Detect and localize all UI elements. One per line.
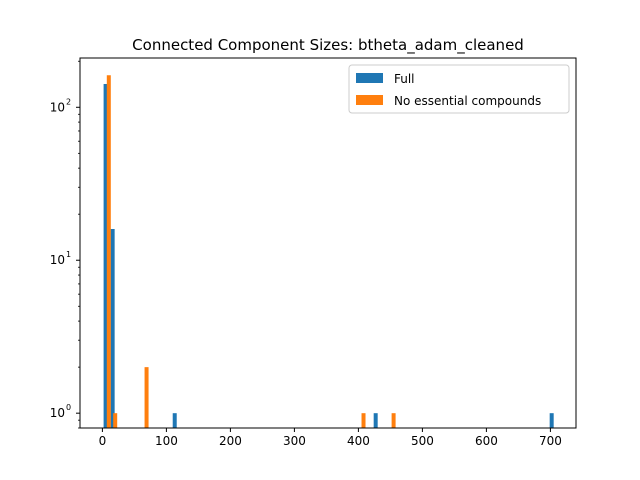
plot-frame — [79, 57, 577, 429]
bar-series0-4 — [549, 413, 554, 428]
legend-swatch — [356, 73, 383, 83]
bar-series1-1 — [113, 413, 118, 428]
bar-series0-2 — [172, 413, 177, 428]
legend-box — [348, 64, 570, 114]
y-tick-exponent: 1 — [66, 250, 71, 259]
x-tick-label: 300 — [283, 434, 306, 448]
y-tick-exponent: 2 — [66, 97, 71, 106]
bar-series1-4 — [391, 413, 396, 428]
bar-series1-2 — [144, 367, 149, 428]
y-tick-exponent: 0 — [66, 403, 71, 412]
bar-series0-1 — [110, 229, 115, 428]
x-tick-label: 400 — [347, 434, 370, 448]
y-tick-label: 10 — [50, 100, 65, 114]
bars-group — [103, 75, 554, 429]
x-tick-label: 0 — [99, 434, 107, 448]
x-tick-label: 500 — [411, 434, 434, 448]
y-tick-label: 10 — [50, 406, 65, 420]
y-tick-label: 10 — [50, 253, 65, 267]
x-axis: 0 100 200 300 400 500 600 700 — [99, 428, 562, 448]
x-tick-label: 100 — [155, 434, 178, 448]
bar-series0-3 — [373, 413, 378, 428]
legend-swatch — [356, 95, 383, 105]
x-tick-label: 600 — [475, 434, 498, 448]
bar-series1-0 — [106, 75, 111, 429]
legend-label: Full — [394, 72, 415, 86]
chart-title: Connected Component Sizes: btheta_adam_c… — [132, 36, 524, 55]
bar-series1-3 — [361, 413, 366, 428]
x-tick-label: 200 — [219, 434, 242, 448]
x-tick-label: 700 — [539, 434, 562, 448]
legend-label: No essential compounds — [394, 94, 541, 108]
bar-series0-0 — [103, 83, 108, 429]
legend: Full No essential compounds — [348, 64, 570, 114]
